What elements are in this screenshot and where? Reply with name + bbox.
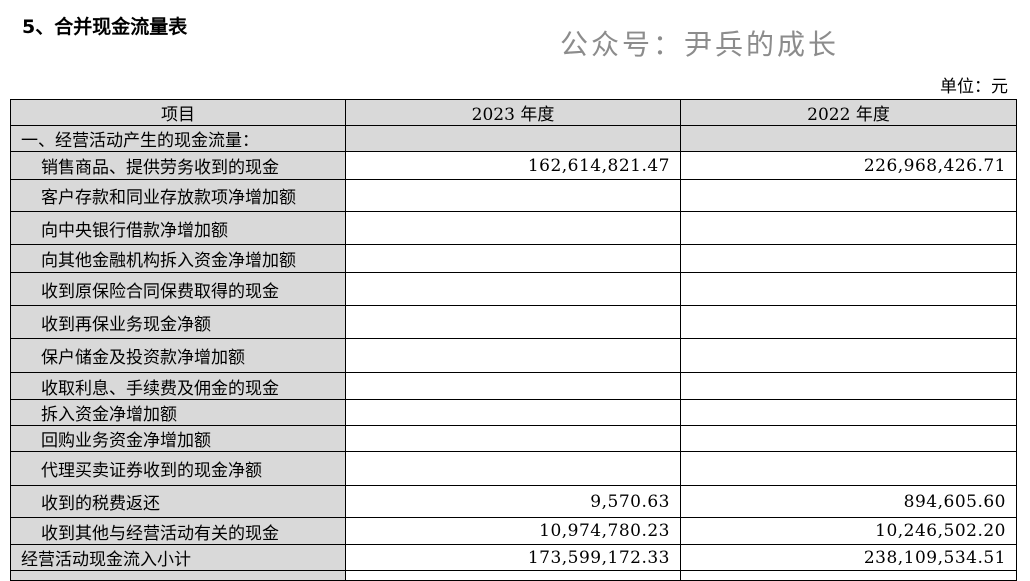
section-label: 一、经营活动产生的现金流量： — [10, 125, 346, 152]
section-row: 一、经营活动产生的现金流量： — [10, 125, 1017, 152]
value-2023: 162,614,821.47 — [345, 151, 681, 180]
value-2022 — [680, 451, 1017, 486]
table-row: 代理买卖证券收到的现金净额 — [10, 451, 1017, 486]
row-label: 收到的税费返还 — [10, 485, 346, 518]
value-2022 — [680, 211, 1017, 245]
cash-flow-table: 项目 2023 年度 2022 年度 一、经营活动产生的现金流量： 销售商品、提… — [10, 99, 1017, 581]
value-2022 — [680, 425, 1017, 452]
table-row: 收到再保业务现金净额 — [10, 305, 1017, 339]
unit-label: 单位：元 — [940, 77, 1008, 97]
table-row: 向中央银行借款净增加额 — [10, 211, 1017, 245]
row-label: 经营活动现金流入小计 — [10, 544, 346, 571]
table-row: 回购业务资金净增加额 — [10, 425, 1017, 452]
value-2022: 226,968,426.71 — [680, 151, 1017, 180]
table-row: 保户储金及投资款净增加额 — [10, 338, 1017, 373]
value-2023 — [345, 425, 681, 452]
value-2022 — [680, 399, 1017, 426]
table-row: 销售商品、提供劳务收到的现金 162,614,821.47 226,968,426.… — [10, 151, 1017, 180]
row-label — [10, 570, 346, 581]
table-row: 收到原保险合同保费取得的现金 — [10, 272, 1017, 306]
value-2023 — [345, 372, 681, 400]
value-2022: 238,109,534.51 — [680, 544, 1017, 571]
section-empty-cell — [680, 125, 1017, 152]
value-2023 — [345, 211, 681, 245]
value-2022 — [680, 372, 1017, 400]
value-2023 — [345, 399, 681, 426]
value-2023 — [345, 451, 681, 486]
value-2023 — [345, 338, 681, 373]
row-label: 客户存款和同业存放款项净增加额 — [10, 179, 346, 212]
row-label: 向其他金融机构拆入资金净增加额 — [10, 244, 346, 273]
row-label: 向中央银行借款净增加额 — [10, 211, 346, 245]
table-header: 项目 2023 年度 2022 年度 — [10, 99, 1017, 126]
value-2023: 173,599,172.33 — [345, 544, 681, 571]
page-title: 5、合并现金流量表 — [22, 16, 188, 38]
value-2022 — [680, 338, 1017, 373]
row-label: 销售商品、提供劳务收到的现金 — [10, 151, 346, 180]
value-2023 — [345, 179, 681, 212]
row-label: 收到原保险合同保费取得的现金 — [10, 272, 346, 306]
row-label: 拆入资金净增加额 — [10, 399, 346, 426]
header-2023: 2023 年度 — [345, 99, 681, 126]
table-row: 客户存款和同业存放款项净增加额 — [10, 179, 1017, 212]
row-label: 收取利息、手续费及佣金的现金 — [10, 372, 346, 400]
row-label: 收到再保业务现金净额 — [10, 305, 346, 339]
value-2022 — [680, 570, 1017, 581]
table-row: 收到其他与经营活动有关的现金 10,974,780.23 10,246,502.20 — [10, 517, 1017, 545]
value-2023: 9,570.63 — [345, 485, 681, 518]
header-2022: 2022 年度 — [680, 99, 1017, 126]
table-row: 向其他金融机构拆入资金净增加额 — [10, 244, 1017, 273]
value-2022 — [680, 305, 1017, 339]
value-2023 — [345, 570, 681, 581]
row-label: 回购业务资金净增加额 — [10, 425, 346, 452]
value-2022: 10,246,502.20 — [680, 517, 1017, 545]
value-2023 — [345, 305, 681, 339]
row-label: 收到其他与经营活动有关的现金 — [10, 517, 346, 545]
watermark: 公众号：尹兵的成长 — [560, 28, 840, 61]
value-2023 — [345, 244, 681, 273]
table-row: 拆入资金净增加额 — [10, 399, 1017, 426]
table-row: 经营活动现金流入小计 173,599,172.33 238,109,534.51 — [10, 544, 1017, 571]
value-2022 — [680, 179, 1017, 212]
row-label: 保户储金及投资款净增加额 — [10, 338, 346, 373]
table-row: 收取利息、手续费及佣金的现金 — [10, 372, 1017, 400]
value-2022 — [680, 272, 1017, 306]
row-label: 代理买卖证券收到的现金净额 — [10, 451, 346, 486]
table-row: 收到的税费返还 9,570.63 894,605.60 — [10, 485, 1017, 518]
table-row — [10, 570, 1017, 581]
value-2023: 10,974,780.23 — [345, 517, 681, 545]
header-item: 项目 — [10, 99, 346, 126]
value-2023 — [345, 272, 681, 306]
value-2022: 894,605.60 — [680, 485, 1017, 518]
section-empty-cell — [345, 125, 681, 152]
value-2022 — [680, 244, 1017, 273]
